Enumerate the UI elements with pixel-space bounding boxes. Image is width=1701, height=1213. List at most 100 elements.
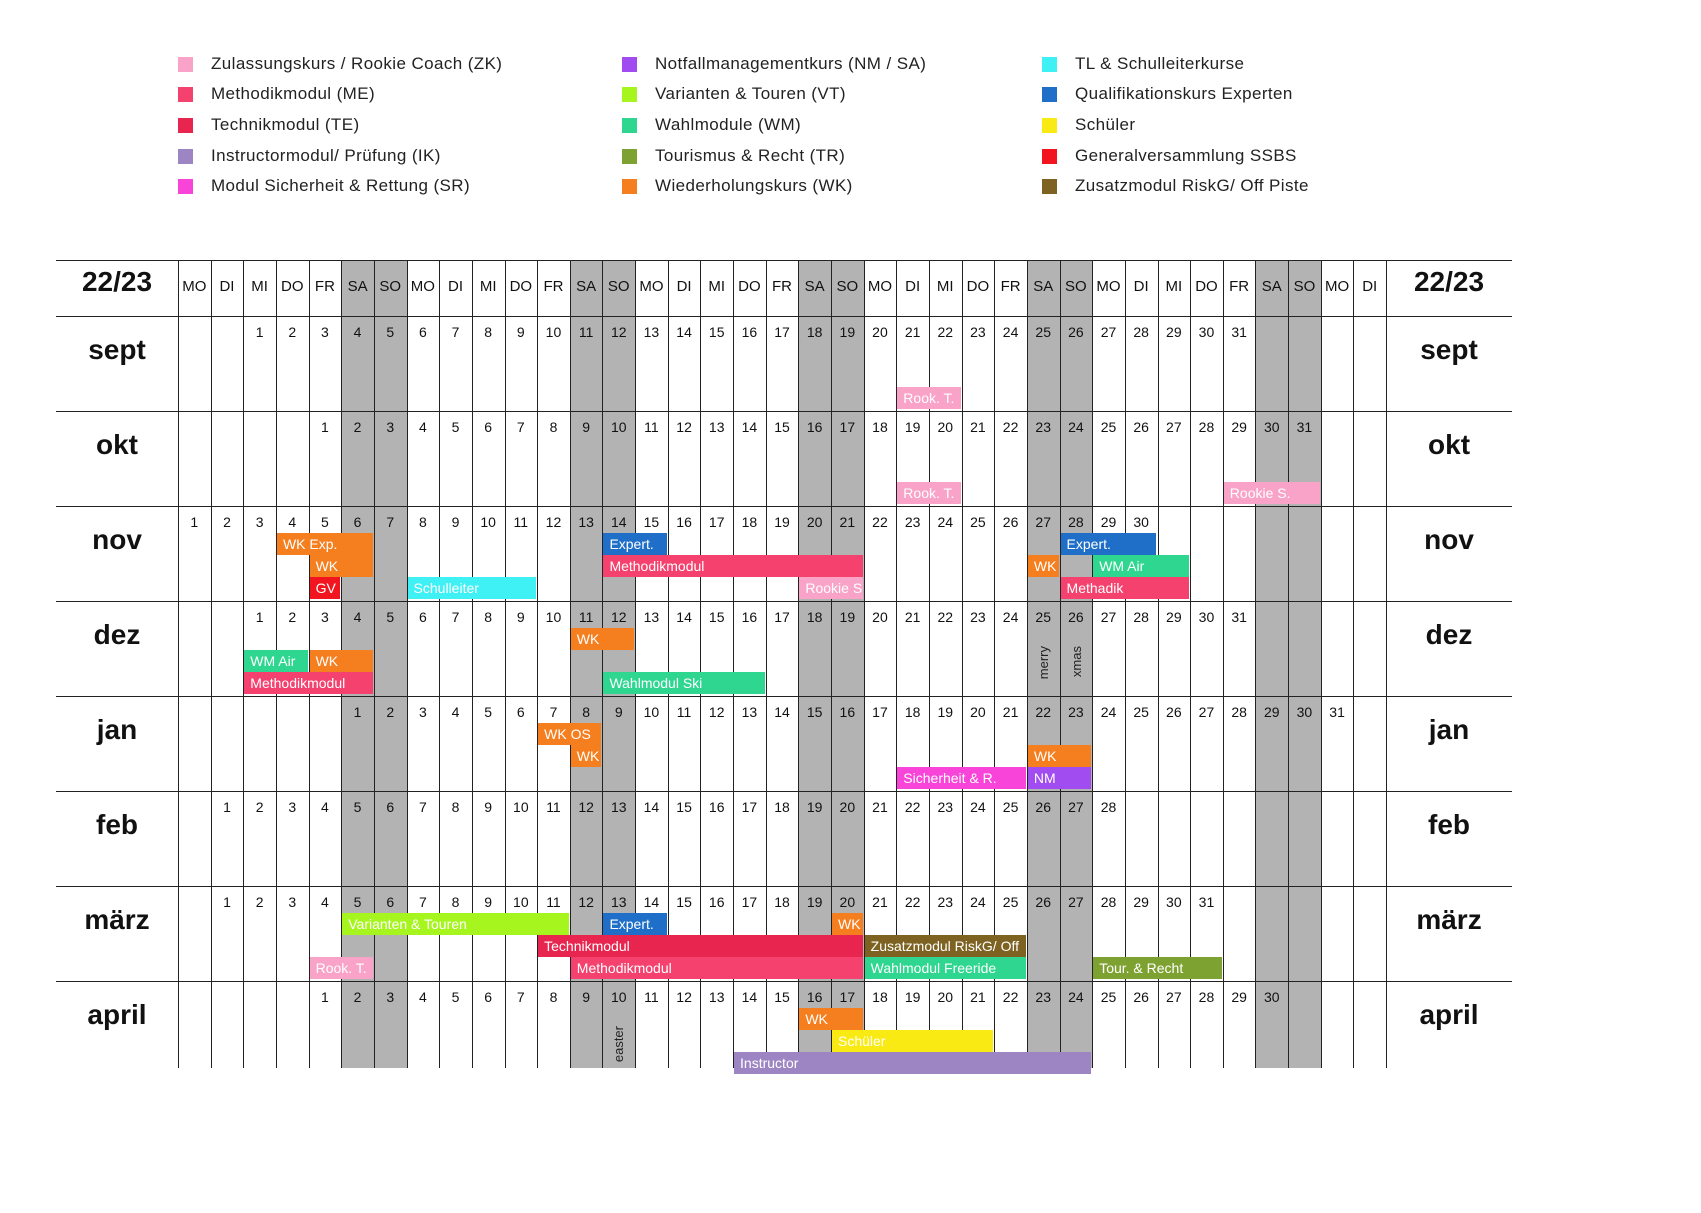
day-number: 21 [872, 799, 888, 815]
day-number: 1 [223, 894, 231, 910]
day-header: FR [314, 278, 335, 295]
day-number: 9 [451, 514, 460, 530]
month-label-left: märz [84, 904, 150, 935]
day-number: 10 [513, 894, 529, 910]
day-header: MI [1165, 278, 1183, 295]
event-bar[interactable]: Schulleiter [407, 577, 537, 599]
event-bar[interactable]: NM [1027, 767, 1092, 789]
event-bar[interactable]: Expert. [603, 913, 667, 935]
event-bar[interactable]: Rook. T. [897, 387, 961, 409]
day-number: 16 [741, 609, 758, 625]
day-header: MO [639, 278, 664, 295]
event-bar[interactable]: WK [570, 628, 635, 650]
day-number: 16 [708, 894, 725, 910]
event-bar[interactable]: WK TL [570, 745, 602, 767]
event-bar[interactable]: Sicherheit & R. [897, 767, 1026, 789]
day-number: 29 [1263, 704, 1280, 720]
day-number: 1 [223, 799, 231, 815]
grid-column-line [1059, 260, 1061, 1068]
event-bar[interactable]: Methodikmodul [603, 555, 863, 577]
grid-column-line [994, 260, 996, 1068]
day-number: 15 [708, 324, 725, 340]
day-number: 6 [386, 799, 395, 815]
event-bar[interactable]: Rook. T. [897, 482, 961, 504]
day-header: SA [347, 278, 368, 295]
day-number: 26 [1068, 324, 1084, 340]
day-number: 29 [1231, 989, 1247, 1005]
event-bar[interactable]: WK [1027, 745, 1092, 767]
day-number: 4 [451, 704, 460, 720]
grid-column-line [765, 260, 767, 1068]
day-number: 8 [582, 704, 591, 720]
event-bar[interactable]: WK OS [538, 723, 602, 745]
event-bar[interactable]: Rook. T. [309, 957, 373, 979]
grid-column-line [406, 260, 408, 1068]
day-number: 30 [1166, 894, 1182, 910]
note-label: merry [1035, 646, 1051, 680]
day-number: 4 [353, 324, 362, 340]
day-number: 18 [774, 894, 790, 910]
event-bar[interactable]: Wahlmodul Freeride [864, 957, 1026, 979]
event-bar[interactable]: WK Exp. [276, 533, 373, 555]
day-number: 25 [1002, 894, 1019, 910]
event-bar[interactable]: Rookie S. [1223, 482, 1320, 504]
event-bar[interactable]: WM Air [244, 650, 308, 672]
day-number: 9 [516, 609, 525, 625]
day-number: 24 [1002, 324, 1019, 340]
grid-row-line [56, 791, 1512, 792]
event-bar[interactable]: Instructor [734, 1052, 1092, 1074]
day-header: FR [1229, 278, 1250, 295]
day-number: 23 [1068, 704, 1084, 720]
event-bar[interactable]: Expert. [1060, 533, 1157, 555]
legend-swatch [1042, 117, 1057, 133]
day-number: 21 [1002, 704, 1019, 720]
day-number: 8 [451, 799, 460, 815]
event-bar[interactable]: WK [309, 650, 373, 672]
legend-item: Schüler [1042, 113, 1135, 137]
event-bar[interactable]: Expert. [603, 533, 667, 555]
event-bar[interactable]: WK [1027, 555, 1059, 577]
event-bar[interactable]: WM Air [1093, 555, 1190, 577]
day-number: 21 [970, 989, 986, 1005]
event-bar[interactable]: Tour. & Recht [1093, 957, 1222, 979]
day-number: 25 [1100, 419, 1117, 435]
day-number: 7 [516, 419, 525, 435]
event-bar[interactable]: Zusatzmodul RiskG/ Off [864, 935, 1026, 957]
month-label-right: märz [1416, 904, 1482, 935]
event-bar[interactable]: Varianten & Touren [342, 913, 569, 935]
grid-column-line [1386, 260, 1388, 1068]
day-number: 14 [610, 514, 627, 530]
day-number: 19 [774, 514, 790, 530]
legend-label: Generalversammlung SSBS [1075, 146, 1297, 165]
day-number: 10 [545, 324, 562, 340]
day-number: 8 [549, 989, 558, 1005]
event-bar[interactable]: Methadik [1060, 577, 1190, 599]
day-number: 14 [676, 324, 692, 340]
event-bar[interactable]: Technikmodul [538, 935, 863, 957]
weekend-column [1288, 260, 1321, 1068]
day-number: 23 [970, 609, 986, 625]
year-label-right: 22/23 [1413, 266, 1485, 297]
event-bar[interactable]: Methodikmodul [244, 672, 373, 694]
day-number: 29 [1133, 894, 1149, 910]
day-number: 14 [676, 609, 692, 625]
month-label-left: april [87, 999, 147, 1030]
event-bar[interactable]: Schüler [832, 1030, 994, 1052]
day-number: 4 [321, 894, 329, 910]
day-number: 3 [386, 419, 395, 435]
event-bar[interactable]: Methodikmodul [570, 957, 863, 979]
event-bar[interactable]: WK [799, 1008, 863, 1030]
event-bar[interactable]: Rookie S. [799, 577, 863, 599]
grid-column-line [961, 260, 963, 1068]
day-number: 3 [418, 704, 427, 720]
day-header: MI [251, 278, 268, 295]
legend-label: Wiederholungskurs (WK) [655, 176, 853, 195]
legend-label: Notfallmanagementkurs (NM / SA) [655, 54, 927, 73]
day-number: 21 [904, 609, 921, 625]
legend-label: Qualifikationskurs Experten [1075, 84, 1293, 103]
event-bar[interactable]: Wahlmodul Ski [603, 672, 765, 694]
day-number: 21 [904, 324, 921, 340]
event-bar[interactable]: GV [309, 577, 341, 599]
event-bar[interactable]: WK FR [832, 913, 863, 935]
event-bar[interactable]: WK [309, 555, 373, 577]
